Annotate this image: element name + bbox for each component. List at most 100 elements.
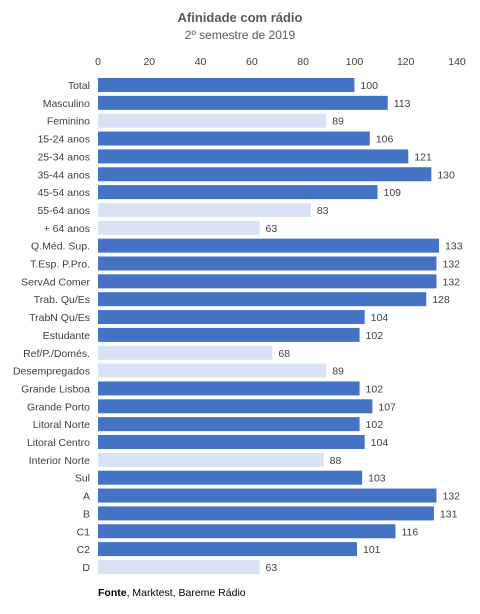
data-label: 109 [384, 187, 402, 199]
bar [98, 113, 327, 128]
bar [98, 220, 260, 235]
data-label: 130 [437, 169, 455, 181]
data-label: 100 [360, 80, 378, 92]
category-label: Q.Méd. Sup. [31, 241, 90, 253]
source-label: Fonte [98, 587, 127, 599]
x-tick-label: 40 [195, 56, 207, 68]
category-label: C2 [77, 544, 91, 556]
bar [98, 559, 260, 574]
x-tick-label: 0 [95, 56, 101, 68]
category-label: TrabN Qu/Es [29, 312, 90, 324]
data-label: 102 [366, 419, 384, 431]
bar [98, 399, 373, 414]
data-label: 133 [445, 241, 463, 253]
bar [98, 363, 327, 378]
x-tick-label: 120 [397, 56, 415, 68]
data-label: 104 [371, 312, 389, 324]
data-label: 116 [401, 526, 418, 538]
category-label: Ref/P./Domés. [23, 348, 90, 360]
category-label: A [83, 491, 90, 503]
category-label: 15-24 anos [37, 134, 90, 146]
bar [98, 310, 365, 325]
x-tick-label: 20 [143, 56, 155, 68]
data-label: 63 [266, 223, 278, 235]
category-label: 25-34 anos [37, 151, 90, 163]
category-label: Masculino [43, 98, 90, 110]
bar [98, 202, 311, 217]
data-label: 102 [366, 383, 384, 395]
bar [98, 506, 434, 521]
category-label: Total [68, 80, 90, 92]
source-note: Fonte, Marktest, Bareme Rádio [98, 587, 246, 599]
bar [98, 327, 360, 342]
category-label: 35-44 anos [37, 169, 90, 181]
category-label: Grande Lisboa [21, 383, 90, 395]
category-label: Litoral Centro [27, 437, 90, 449]
chart-title: Afinidade com rádio [177, 10, 303, 25]
bar [98, 524, 396, 539]
bar [98, 167, 432, 182]
bars: Total 100 Masculino 113 Feminino 89 15-24 anos… [13, 78, 463, 574]
chart-subtitle: 2º semestre de 2019 [184, 28, 296, 42]
data-label: 104 [371, 437, 389, 449]
bar [98, 149, 409, 164]
bar [98, 95, 388, 110]
category-label: 55-64 anos [37, 205, 90, 217]
bar [98, 435, 365, 449]
category-label: Litoral Norte [33, 419, 90, 431]
bar [98, 274, 437, 289]
data-label: 132 [442, 259, 460, 271]
bar [98, 256, 437, 271]
source-text: , Marktest, Bareme Rádio [126, 587, 246, 599]
bar [98, 542, 357, 557]
data-label: 101 [363, 544, 381, 556]
x-axis-ticks: 0 20 40 60 80 100 120 140 [95, 56, 466, 68]
category-label: Grande Porto [27, 401, 90, 413]
x-tick-label: 60 [246, 56, 258, 68]
x-tick-label: 100 [346, 56, 364, 68]
category-label: Sul [75, 473, 90, 485]
data-label: 132 [442, 276, 460, 288]
bar [98, 131, 370, 146]
category-label: + 64 anos [44, 223, 90, 235]
data-label: 103 [368, 473, 386, 485]
bar [98, 470, 363, 485]
category-label: Estudante [43, 330, 90, 342]
category-label: ServAd Comer [21, 276, 90, 288]
data-label: 89 [332, 116, 344, 128]
data-label: 131 [440, 508, 458, 520]
data-label: 83 [317, 205, 329, 217]
data-label: 63 [266, 562, 278, 574]
data-label: 68 [278, 348, 290, 360]
bar [98, 381, 360, 396]
bar [98, 238, 440, 253]
data-label: 102 [366, 330, 384, 342]
category-label: B [83, 508, 90, 520]
x-tick-label: 140 [448, 56, 466, 68]
data-label: 121 [414, 151, 432, 163]
bar [98, 292, 427, 307]
data-label: 89 [332, 366, 344, 378]
data-label: 88 [330, 455, 342, 467]
data-label: 113 [394, 98, 411, 110]
category-label: Desempregados [13, 366, 90, 378]
bar [98, 488, 437, 503]
bar [98, 185, 378, 200]
bar [98, 452, 324, 467]
data-label: 128 [432, 294, 450, 306]
data-label: 106 [376, 134, 394, 146]
category-label: Trab. Qu/Es [34, 294, 90, 306]
bar [98, 345, 273, 360]
category-label: T.Esp. P.Pro. [30, 259, 90, 271]
category-label: C1 [77, 526, 91, 538]
data-label: 107 [378, 401, 396, 413]
bar [98, 417, 360, 432]
bar [98, 78, 355, 92]
x-tick-label: 80 [297, 56, 309, 68]
category-label: Feminino [47, 116, 90, 128]
category-label: Interior Norte [29, 455, 90, 467]
category-label: 45-54 anos [37, 187, 90, 199]
data-label: 132 [442, 491, 460, 503]
category-label: D [82, 562, 90, 574]
